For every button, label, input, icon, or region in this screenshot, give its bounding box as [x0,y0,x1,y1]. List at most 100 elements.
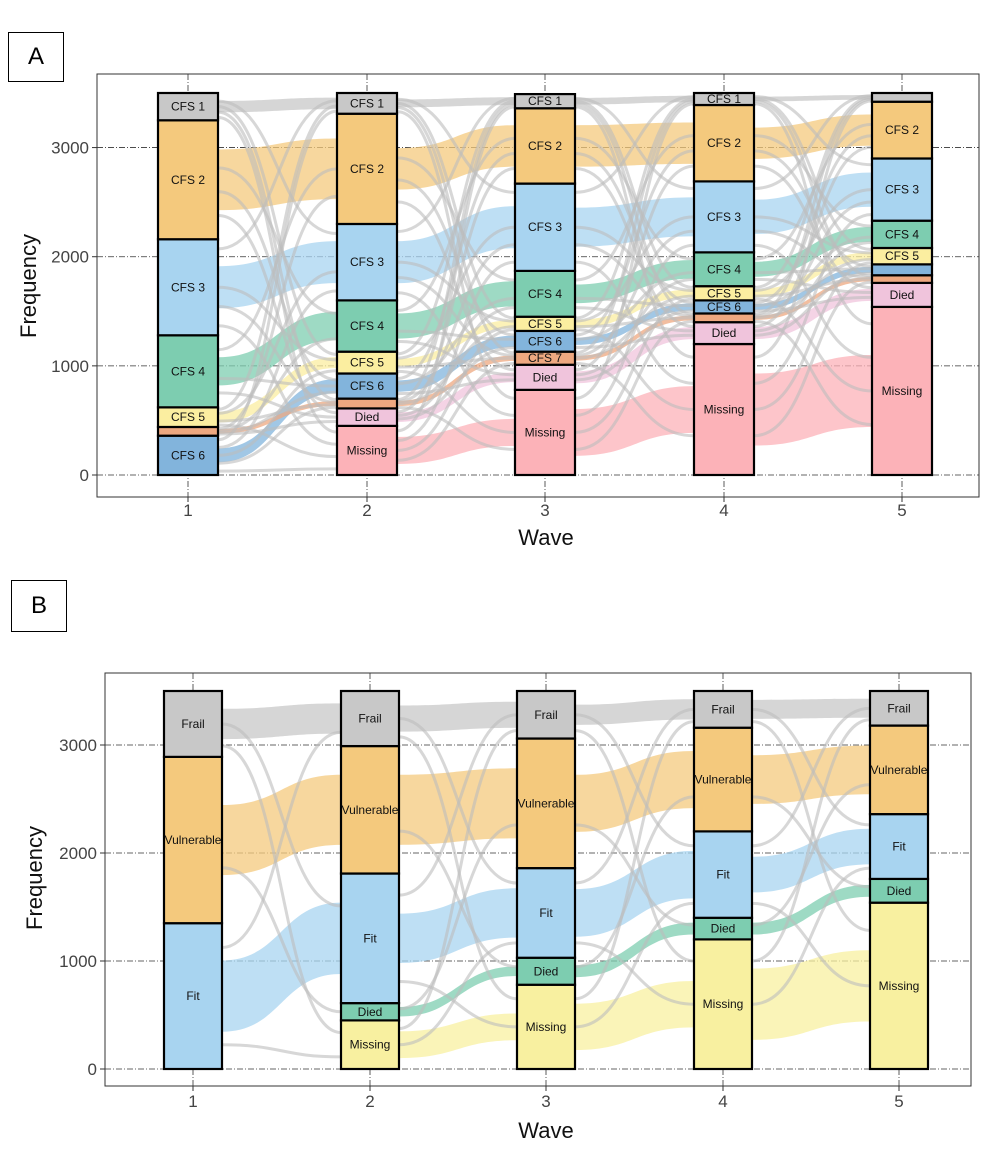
y-tick-label: 0 [80,466,89,485]
stack-wave-2: Missing Died CFS 6 CFS 5 CFS 4 CFS 3 CFS 2 CFS … [335,91,399,477]
y-tick-label: 2000 [51,248,89,267]
flow-cross [753,94,873,190]
flow-cross [753,229,873,280]
stratum-cfs-1 [513,92,577,110]
y-axis-title: Frequency [22,826,47,930]
flow-cross [221,1043,342,1059]
flow-missing [754,354,872,446]
stratum-cfs-7 [692,312,756,324]
flow-cross [753,277,873,295]
stratum-label: CFS 1 [528,94,562,108]
flow-cross [574,328,695,412]
flow-cross [574,260,695,385]
stratum-label: Died [533,370,558,384]
stratum-label: CFS 2 [528,139,562,153]
y-tick-label: 3000 [59,736,97,755]
x-tick-label: 1 [183,501,192,520]
flow-cross [753,99,873,278]
x-tick-label: 3 [540,501,549,520]
stratum-label: Died [712,326,737,340]
flow-cross [574,319,695,451]
flow-cross [396,369,516,434]
stratum-label: Missing [879,979,920,993]
flow-cross [398,717,518,885]
x-tick-label: 2 [362,501,371,520]
stratum-label: Died [358,1005,383,1019]
x-axis-title: Wave [518,525,573,550]
stratum-fit [515,867,577,959]
stratum-label: CFS 6 [707,300,741,314]
stratum-label: Vulnerable [165,833,222,847]
flow-cross [574,707,695,885]
flow-cross [217,304,338,404]
stratum-label: Died [355,410,380,424]
stratum-label: Fit [716,868,730,882]
stratum-frail [339,689,401,748]
flow-cross [751,720,871,932]
flow-cross [574,96,695,190]
stratum-died [515,956,577,986]
flow-cross [217,190,338,382]
flow-cross [753,297,873,393]
flow-cross [396,328,516,452]
y-tick-label: 1000 [59,952,97,971]
flow-cross [217,391,338,419]
stratum-label: Died [887,884,912,898]
flow-cross [217,405,338,465]
stratum-label: CFS 3 [350,255,384,269]
flow-cross [217,285,338,362]
stratum-cfs-6 [335,372,399,400]
stratum-label: CFS 2 [350,162,384,176]
flow-cross [217,270,338,415]
y-axis-title: Frequency [16,234,41,338]
stratum-label: CFS 5 [707,286,741,300]
stratum-label: Died [890,288,915,302]
x-tick-label: 4 [719,501,728,520]
stratum-frail [162,689,224,758]
stratum-label: CFS 6 [350,379,384,393]
y-tick-label: 3000 [51,139,89,158]
flow-fit [752,828,870,893]
flow-cross [221,730,342,949]
stratum-label: CFS 5 [350,356,384,370]
stratum-missing [335,424,399,477]
panel-label-b: B [11,580,67,632]
stack-wave-1: CFS 6 CFS 5 CFS 4 CFS 3 CFS 2 CFS 1 [156,91,220,477]
y-tick-label: 1000 [51,357,89,376]
flow-cfs-7 [575,315,694,361]
stratum-died [870,281,934,309]
stack-wave-5: Missing Died CFS 5 CFS 4 CFS 3 CFS 2 [870,91,934,477]
flow-cross [398,729,518,1030]
flow-cross [574,271,695,341]
flow-cross [221,744,342,1035]
flow-cross [396,356,516,369]
stratum-label: Frail [181,717,204,731]
stratum-vulnerable [515,737,577,870]
stratum-label: CFS 1 [350,96,384,110]
stratum-label: Frail [711,702,734,716]
stratum-cfs-1 [870,91,934,103]
stratum-label: Died [534,964,559,978]
flow-missing [399,1013,517,1059]
stratum-label: Frail [887,701,910,715]
stratum-cfs-6 [156,434,220,477]
stratum-label: CFS 6 [171,448,205,462]
stack-wave-5: Missing Died Fit Vulnerable Frail [868,689,930,1071]
stratum-cfs-1 [692,91,756,107]
flow-cross [753,102,873,326]
flow-cross [753,97,873,252]
stratum-label: CFS 1 [707,92,741,106]
flow-cross [753,145,873,329]
flow-cfs-5 [575,289,694,328]
flow-cross [753,319,873,427]
x-axis-title: Wave [518,1118,573,1143]
flow-cross [751,901,871,988]
flow-vulnerable [222,774,341,876]
stratum-label: Fit [363,931,377,945]
flow-cross [396,200,516,372]
stratum-cfs-3 [692,180,756,254]
stratum-label: Missing [347,443,388,457]
stratum-cfs-3 [513,182,577,273]
flow-cross [574,99,695,290]
